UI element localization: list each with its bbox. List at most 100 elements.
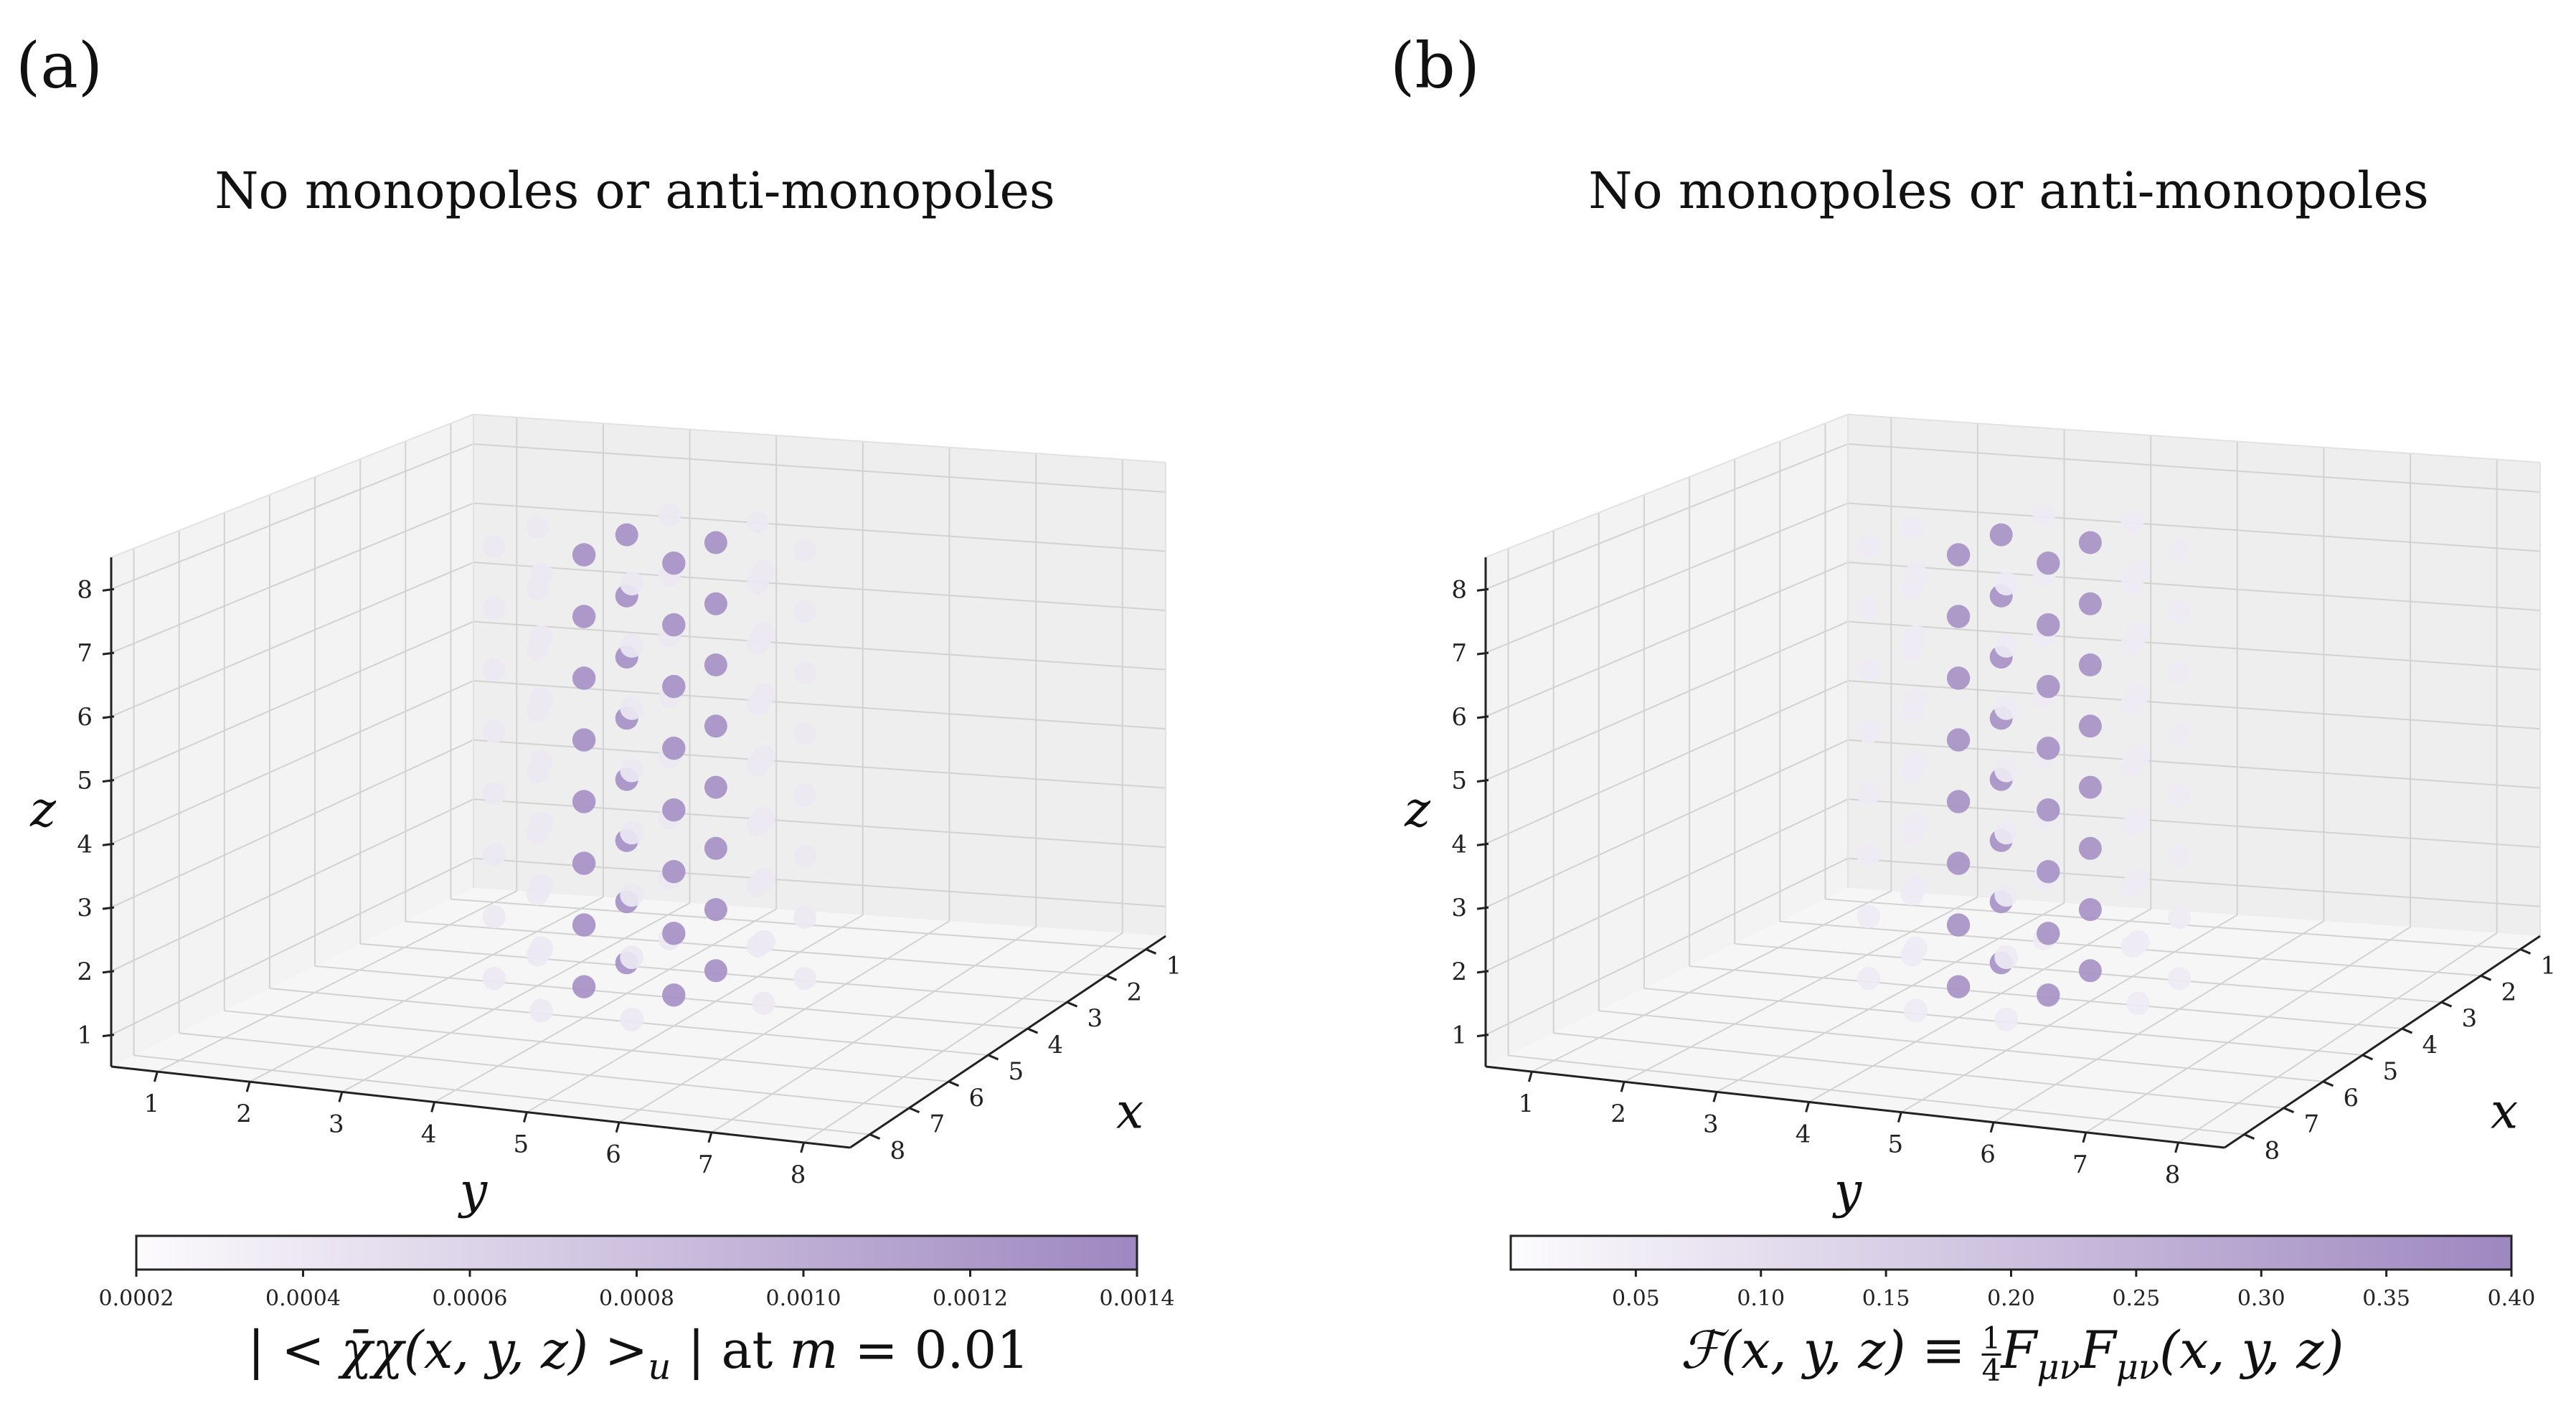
data-point [2037, 860, 2060, 884]
data-point [746, 511, 770, 534]
y-tick [245, 1081, 251, 1092]
grid-left-z [1485, 680, 1849, 845]
data-point [704, 898, 727, 922]
x-tick-label: 4 [1048, 1031, 1064, 1059]
colorbar-tick-label: 0.0012 [933, 1286, 1008, 1311]
colorbar-tick-label: 0.0006 [433, 1286, 508, 1311]
data-point [2037, 798, 2060, 822]
data-point [2168, 906, 2192, 929]
grid-floor-y [1808, 908, 2151, 1103]
z-tick-label: 4 [1451, 830, 1467, 859]
x-tick-label: 5 [1009, 1057, 1024, 1086]
data-point [2078, 959, 2102, 983]
data-point [1946, 851, 1971, 875]
data-point [2126, 868, 2150, 892]
grid-floor-y [1531, 890, 1892, 1072]
data-point [793, 967, 817, 991]
data-point [2037, 922, 2060, 945]
z-tick [102, 715, 115, 719]
x-tick-label: 7 [2304, 1110, 2320, 1139]
data-point [1904, 562, 1928, 587]
grid-floor-y [1623, 896, 1978, 1083]
z-tick-label: 1 [77, 1021, 93, 1050]
panel-label-a: (a) [16, 29, 103, 103]
z-tick-label: 8 [1451, 575, 1467, 604]
cbar-b-part4: μν [2037, 1347, 2080, 1388]
grid-back-z [473, 562, 1166, 612]
colorbar-a [135, 1234, 1138, 1271]
x-tick [2440, 1001, 2453, 1008]
cbar-b-part2: 4 [1981, 1352, 2001, 1388]
data-point [572, 851, 596, 875]
cbar-b-part5: F [2080, 1320, 2116, 1380]
data-point [572, 543, 596, 567]
grid-left-z [1485, 739, 1849, 909]
data-point [2126, 806, 2150, 831]
data-point [1904, 812, 1928, 836]
colorbar-tick-label: 0.0002 [99, 1286, 174, 1311]
y-tick [1712, 1091, 1718, 1102]
data-point [793, 661, 817, 684]
data-point [2078, 714, 2102, 738]
colorbar-tick-label: 0.40 [2488, 1286, 2536, 1311]
y-tick-label: 1 [1519, 1090, 1534, 1118]
data-point [529, 936, 554, 960]
data-point [1856, 904, 1881, 929]
data-point [658, 504, 681, 526]
colorbar-a-label: | < χ̄χ(x, y, z) >u | at m = 0.01 [247, 1320, 1029, 1387]
panel-b-title: No monopoles or anti-monopoles [1588, 161, 2429, 220]
grid-floor-y [711, 926, 1037, 1133]
data-point [1994, 821, 2019, 845]
data-point [704, 653, 727, 676]
data-point [1994, 758, 2019, 783]
data-point [572, 790, 596, 813]
data-point [482, 658, 506, 682]
grid-left-z [1485, 857, 1849, 1036]
grid-back-z [1847, 443, 2541, 493]
x-tick [2519, 948, 2532, 955]
data-point [704, 775, 727, 799]
grid-left-z [1485, 620, 1849, 781]
data-point [2037, 737, 2060, 760]
grid-left-z [110, 443, 474, 590]
z-tick-label: 1 [1451, 1021, 1467, 1050]
y-tick [2082, 1132, 2087, 1143]
data-point [2168, 844, 2192, 868]
colorbar-tick-label: 0.20 [1987, 1286, 2035, 1311]
grid-back-z [473, 680, 1166, 730]
x-tick-label: 4 [2422, 1031, 2438, 1059]
y-tick [1805, 1102, 1811, 1112]
data-point [482, 719, 506, 744]
grid-back-z [473, 502, 1166, 552]
grid-floor-y [341, 902, 691, 1093]
y-tick-label: 8 [2165, 1161, 2181, 1189]
data-point [1856, 966, 1881, 991]
x-tick [2362, 1054, 2374, 1061]
grid-left-z [110, 798, 474, 972]
data-point [1856, 719, 1881, 744]
data-point [529, 562, 554, 587]
z-tick [102, 970, 115, 974]
z-tick [1476, 779, 1489, 783]
grid-floor-x [1508, 1054, 2245, 1135]
grid-floor-y [2085, 926, 2411, 1133]
cbar-a-part4: | at [671, 1320, 790, 1380]
data-point [2126, 559, 2150, 583]
pane-xz [473, 414, 1166, 936]
grid-back-z [1847, 502, 2541, 552]
x-tick [2322, 1080, 2334, 1087]
z-tick [102, 1034, 115, 1038]
grid-floor-y [1716, 902, 2065, 1093]
data-point [529, 750, 554, 774]
data-point [752, 806, 775, 831]
data-point [620, 1007, 644, 1031]
data-point [752, 745, 775, 769]
data-point [1946, 605, 1971, 628]
data-point [793, 722, 817, 746]
data-point [572, 728, 596, 752]
data-point [620, 945, 644, 969]
x-tick-label: 8 [2265, 1137, 2280, 1166]
z-tick-label: 2 [77, 958, 93, 986]
